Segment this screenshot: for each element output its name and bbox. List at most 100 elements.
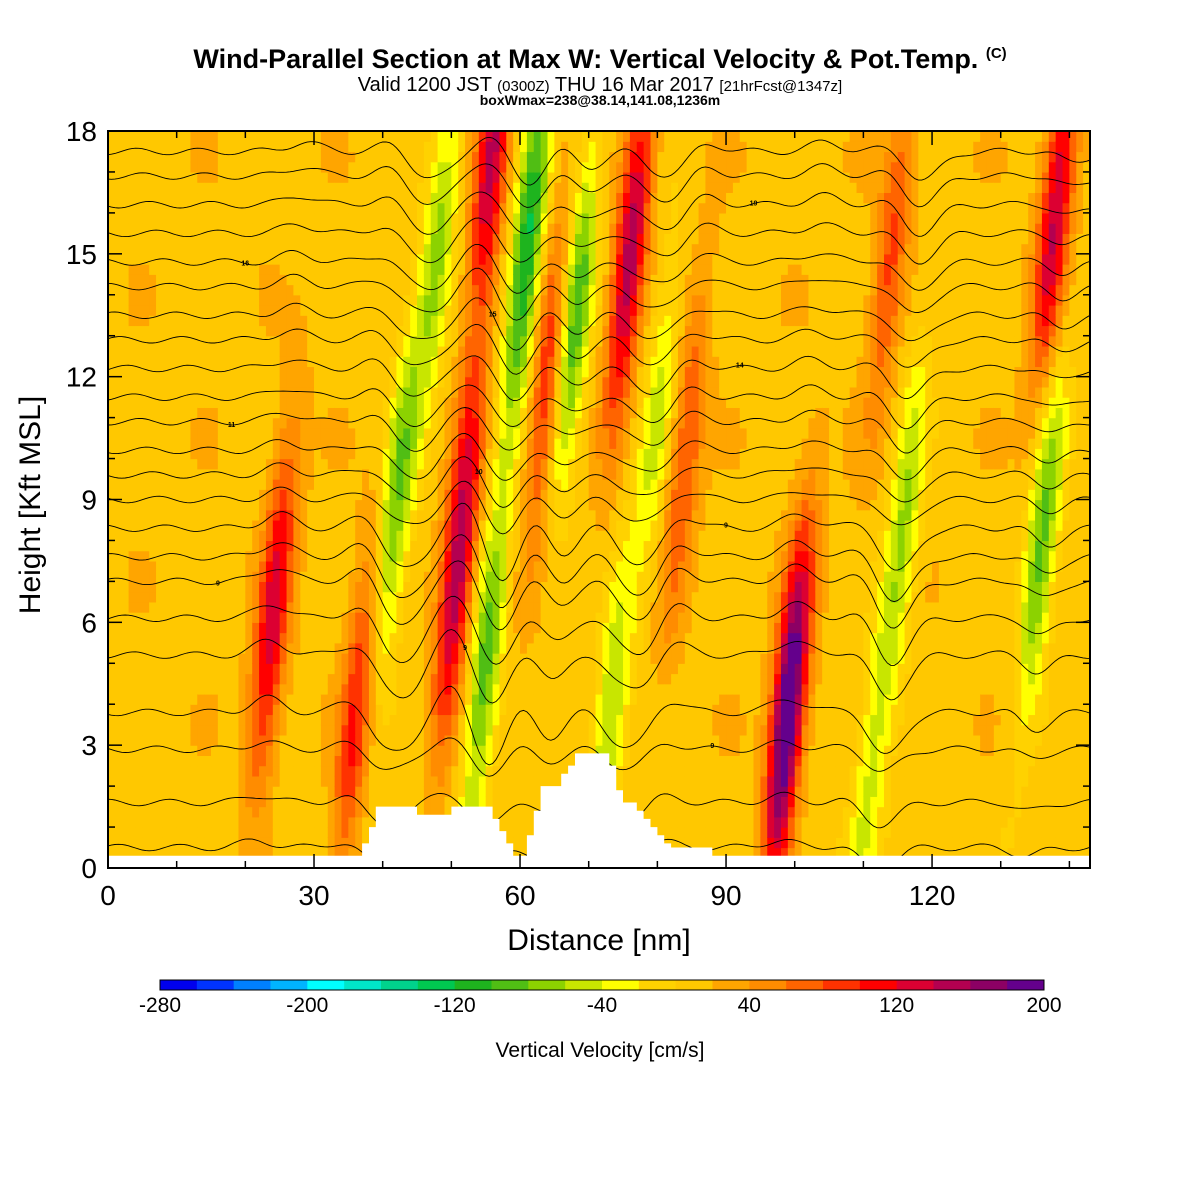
heat-cell — [128, 653, 137, 664]
heat-cell — [114, 274, 123, 286]
heat-cell — [348, 161, 356, 173]
heat-cell — [224, 356, 233, 368]
heat-cell — [128, 171, 137, 183]
heat-cell — [197, 223, 205, 234]
heat-cell — [149, 427, 157, 439]
heat-cell — [245, 786, 253, 797]
heat-cell — [430, 786, 439, 797]
heat-cell — [204, 376, 212, 388]
heat-cell — [272, 345, 281, 357]
heat-cell — [293, 560, 301, 572]
heat-cell — [355, 366, 363, 378]
heat-cell — [320, 796, 329, 808]
heat-cell — [561, 724, 569, 736]
heat-cell — [417, 448, 425, 460]
heat-cell — [176, 612, 185, 623]
heat-cell — [252, 642, 260, 654]
heat-cell — [190, 182, 198, 194]
heat-cell — [540, 171, 549, 183]
heat-cell — [506, 530, 514, 542]
heat-cell — [520, 519, 528, 531]
heat-cell — [465, 550, 473, 562]
heat-cell — [458, 632, 466, 644]
heat-cell — [341, 550, 349, 562]
heat-cell — [540, 182, 549, 194]
heat-cell — [465, 233, 473, 245]
heat-cell — [396, 151, 404, 163]
heat-cell — [183, 601, 192, 613]
heat-cell — [396, 212, 404, 224]
heat-cell — [382, 243, 391, 255]
heat-cell — [135, 745, 143, 757]
heat-cell — [320, 345, 329, 357]
heat-cell — [265, 305, 274, 316]
heat-cell — [128, 745, 137, 757]
heat-cell — [183, 407, 192, 419]
heat-cell — [217, 161, 226, 173]
heat-cell — [176, 182, 185, 194]
heat-cell — [368, 591, 377, 603]
heat-cell — [265, 612, 274, 623]
heat-cell — [135, 571, 143, 582]
heat-cell — [451, 673, 459, 685]
heat-cell — [465, 448, 473, 460]
heat-cell — [396, 397, 404, 408]
heat-cell — [259, 693, 267, 705]
heat-cell — [382, 550, 391, 562]
heat-cell — [554, 458, 562, 470]
heat-cell — [506, 550, 514, 562]
heat-cell — [300, 827, 308, 838]
heat-cell — [314, 325, 322, 337]
heat-cell — [300, 479, 308, 490]
heat-cell — [327, 827, 336, 838]
heat-cell — [108, 212, 116, 224]
heat-cell — [238, 632, 246, 644]
heat-cell — [554, 509, 562, 521]
heat-cell — [279, 131, 288, 142]
heat-cell — [513, 233, 521, 245]
heat-cell — [204, 734, 212, 746]
heat-cell — [211, 438, 219, 449]
heat-cell — [272, 714, 281, 726]
heat-cell — [389, 489, 398, 501]
heat-cell — [156, 642, 164, 654]
heat-cell — [485, 366, 494, 378]
heat-cell — [430, 519, 439, 531]
heat-cell — [176, 489, 185, 501]
heat-cell — [108, 806, 116, 818]
heat-cell — [568, 417, 576, 429]
heat-cell — [224, 448, 233, 460]
heat-cell — [149, 192, 157, 204]
heat-cell — [114, 233, 123, 245]
heat-cell — [169, 407, 178, 419]
heat-cell — [458, 642, 466, 654]
heat-cell — [341, 612, 349, 623]
heat-cell — [176, 325, 185, 337]
heat-cell — [252, 305, 260, 316]
heat-cell — [471, 560, 480, 572]
heat-cell — [355, 192, 363, 204]
heat-cell — [217, 591, 226, 603]
heat-cell — [217, 704, 226, 716]
heat-cell — [561, 376, 569, 388]
heat-cell — [499, 284, 507, 296]
heat-cell — [513, 591, 521, 603]
heat-cell — [341, 581, 349, 593]
heat-cell — [417, 305, 425, 316]
heat-cell — [169, 468, 178, 480]
heat-cell — [561, 335, 569, 347]
heat-cell — [423, 223, 432, 234]
heat-cell — [204, 397, 212, 408]
heat-cell — [231, 345, 240, 357]
heat-cell — [327, 212, 336, 224]
heat-cell — [348, 345, 356, 357]
heat-cell — [389, 294, 398, 306]
heat-cell — [142, 438, 150, 449]
heat-cell — [142, 192, 150, 204]
heat-cell — [520, 550, 528, 562]
heat-cell — [554, 141, 562, 153]
heat-cell — [348, 837, 356, 849]
heat-cell — [526, 192, 535, 204]
heat-cell — [307, 274, 315, 286]
heat-cell — [362, 366, 370, 378]
